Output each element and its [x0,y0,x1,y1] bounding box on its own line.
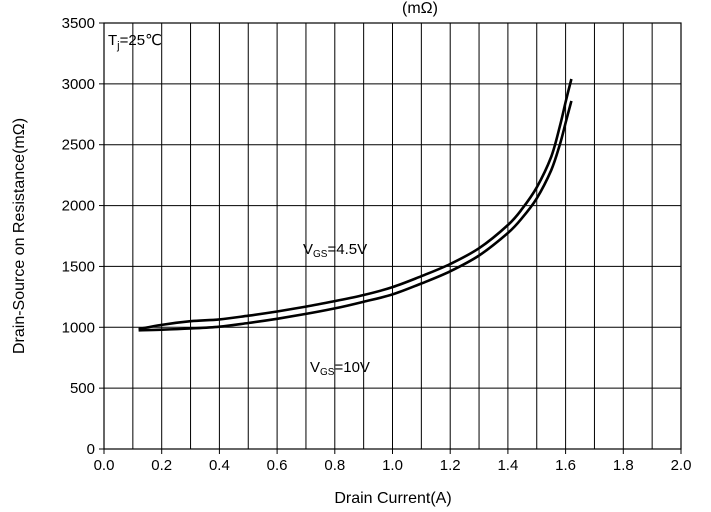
chart-title: (mΩ) [402,0,438,17]
temperature-annotation: Tj=25℃ [108,32,162,52]
y-tick-label: 500 [70,380,95,397]
y-axis-label: Drain-Source on Resistance(mΩ) [11,118,28,354]
vgs-10v-annotation: VGS=10V [310,359,370,378]
x-tick-label: 2.0 [671,457,692,474]
x-tick-label: 1.4 [497,457,518,474]
y-tick-label: 3000 [62,76,95,93]
series-lines [138,78,573,332]
y-tick-label: 3500 [62,15,95,32]
x-tick-label: 1.8 [613,457,634,474]
y-axis: 0 500 1000 1500 2000 2500 3000 3500 [62,15,104,458]
y-tick-label: 1500 [62,258,95,275]
x-tick-label: 0.6 [267,457,288,474]
x-axis: 0.0 0.2 0.4 0.6 0.8 1.0 1.2 1.4 1.6 1.8 2.0 [94,449,692,474]
x-axis-label: Drain Current(A) [334,490,451,507]
series-line-1 [138,78,573,331]
grid [104,23,681,449]
x-tick-label: 1.6 [555,457,576,474]
y-tick-label: 2500 [62,137,95,154]
y-tick-label: 0 [87,441,95,458]
x-tick-label: 1.0 [382,457,403,474]
x-tick-label: 0.2 [151,457,172,474]
vgs-4-5v-annotation: VGS=4.5V [303,241,367,260]
series-line-2 [138,100,573,332]
x-tick-label: 1.2 [440,457,461,474]
x-tick-label: 0.8 [324,457,345,474]
x-tick-label: 0.4 [209,457,230,474]
y-tick-label: 1000 [62,319,95,336]
y-tick-label: 2000 [62,198,95,215]
x-tick-label: 0.0 [94,457,115,474]
